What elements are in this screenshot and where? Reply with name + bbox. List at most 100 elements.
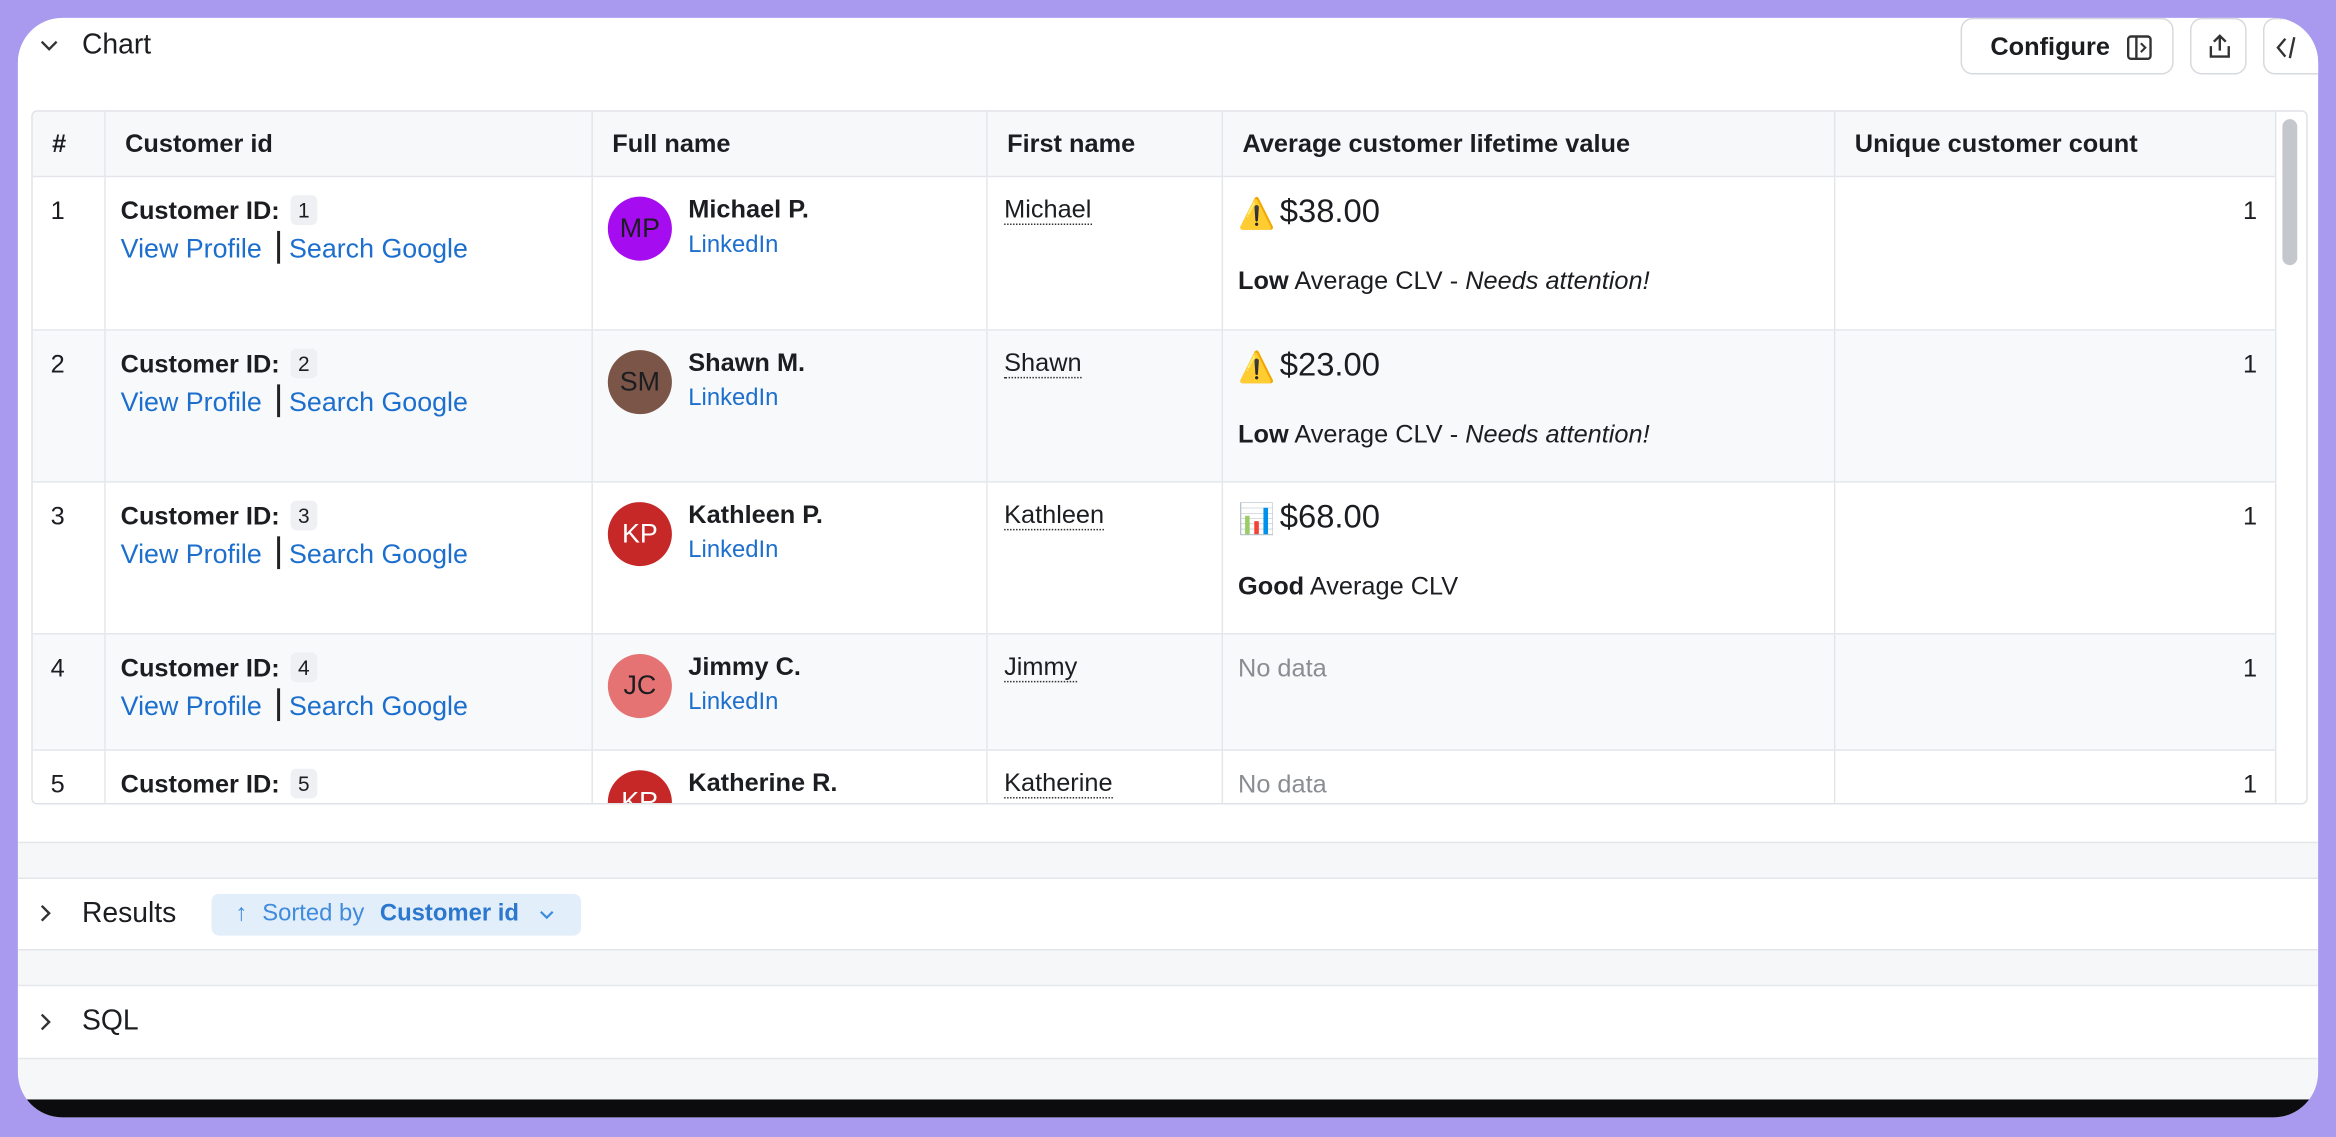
google-link[interactable]: Search Google bbox=[289, 691, 468, 722]
table-cell: KR Katherine R. bbox=[592, 750, 988, 804]
linkedin-link[interactable]: LinkedIn bbox=[688, 385, 779, 412]
no-data: No data bbox=[1238, 654, 1327, 683]
row-index: 5 bbox=[50, 770, 65, 799]
scrollbar-thumb bbox=[2282, 119, 2298, 266]
avatar-initials: SM bbox=[619, 366, 660, 397]
customer-name: Shawn M. bbox=[688, 348, 806, 377]
share-button[interactable] bbox=[2190, 17, 2247, 75]
header-label: Customer id bbox=[125, 129, 273, 158]
clv-note: Needs attention! bbox=[1465, 420, 1650, 449]
id-label: Customer ID: bbox=[120, 770, 280, 799]
id-badge: 1 bbox=[290, 195, 318, 225]
clv-rating: Low bbox=[1238, 420, 1289, 449]
table-cell: 4 bbox=[32, 634, 106, 751]
linkedin-link[interactable]: LinkedIn bbox=[688, 689, 779, 716]
column-header: Unique customer count bbox=[1835, 111, 2277, 178]
column-header: First name bbox=[987, 111, 1224, 178]
customer-count: 1 bbox=[2242, 770, 2258, 799]
profile-link[interactable]: View Profile bbox=[120, 387, 262, 418]
table-cell: 1 bbox=[1835, 750, 2277, 804]
profile-link[interactable]: View Profile bbox=[120, 691, 262, 722]
clv-dash: - bbox=[1449, 266, 1459, 295]
table-cell: 5 bbox=[32, 750, 106, 804]
link-separator bbox=[277, 688, 281, 722]
panel-icon bbox=[2126, 35, 2152, 61]
bottom-strip bbox=[17, 1099, 2319, 1118]
share-icon bbox=[2209, 34, 2230, 58]
table-cell: Customer ID: 3 View Profile Search Google bbox=[105, 482, 593, 635]
clv-dash: - bbox=[1449, 420, 1459, 449]
clv-amount: $23.00 bbox=[1279, 345, 1380, 383]
link-separator bbox=[277, 384, 281, 418]
section-title: Chart bbox=[81, 29, 152, 62]
collapse-chevron[interactable] bbox=[39, 36, 60, 57]
first-name[interactable]: Kathleen bbox=[1004, 500, 1105, 531]
configure-button[interactable]: Configure bbox=[1960, 17, 2174, 75]
sort-arrow: ↑ bbox=[235, 901, 248, 927]
link-separator bbox=[277, 536, 281, 570]
id-badge: 4 bbox=[290, 652, 318, 683]
first-name[interactable]: Shawn bbox=[1004, 348, 1082, 379]
id-label: Customer ID: bbox=[120, 502, 280, 531]
customer-count: 1 bbox=[2242, 502, 2258, 531]
results-bar[interactable]: Results ↑ Sorted by Customer id bbox=[17, 877, 2319, 951]
table-cell: Customer ID: 2 View Profile Search Google bbox=[105, 330, 593, 483]
sql-bar[interactable]: SQL bbox=[17, 984, 2319, 1060]
customer-count: 1 bbox=[2242, 654, 2258, 683]
table-cell: 3 bbox=[32, 482, 106, 635]
table-cell: Kathleen bbox=[987, 482, 1224, 635]
linkedin-link[interactable]: LinkedIn bbox=[688, 537, 779, 564]
table-cell: Jimmy bbox=[987, 634, 1224, 751]
section-title: SQL bbox=[81, 1005, 139, 1037]
clv-rating-text: Average CLV bbox=[1309, 572, 1459, 601]
panel: Chart Configure # Customer id Full name Fir… bbox=[17, 17, 2319, 1118]
google-link[interactable]: Search Google bbox=[289, 539, 468, 570]
header-label: # bbox=[52, 129, 67, 158]
linkedin-link[interactable]: LinkedIn bbox=[688, 232, 779, 258]
sort-prefix: Sorted by bbox=[262, 901, 365, 927]
first-name[interactable]: Jimmy bbox=[1004, 652, 1078, 683]
data-table: # Customer id Full name First name Average c… bbox=[31, 110, 2308, 805]
customer-name: Jimmy C. bbox=[688, 652, 801, 681]
table-cell: No data bbox=[1223, 750, 1836, 804]
first-name[interactable]: Michael bbox=[1004, 195, 1092, 225]
sort-badge[interactable]: ↑ Sorted by Customer id bbox=[211, 893, 582, 936]
avatar-initials: JC bbox=[623, 670, 657, 701]
avatar-initials: KP bbox=[621, 518, 658, 549]
clv-rating-line: Low Average CLV - Needs attention! bbox=[1238, 267, 1650, 297]
row-index: 2 bbox=[50, 350, 65, 379]
header-label: Full name bbox=[612, 129, 731, 158]
expand-chevron bbox=[40, 904, 51, 922]
id-badge: 5 bbox=[290, 768, 318, 799]
clv-rating: Low bbox=[1238, 266, 1289, 295]
customer-name: Kathleen P. bbox=[688, 500, 823, 529]
customer-name: Katherine R. bbox=[688, 768, 838, 798]
table-cell: Michael bbox=[987, 177, 1224, 331]
customer-name: Michael P. bbox=[688, 195, 809, 224]
column-header: Average customer lifetime value bbox=[1223, 111, 1836, 178]
clv-icon: ⚠️ bbox=[1238, 351, 1276, 385]
google-link[interactable]: Search Google bbox=[289, 387, 468, 418]
first-name[interactable]: Katherine bbox=[1004, 768, 1113, 799]
table-cell: ⚠️ $38.00 Low Average CLV - Needs attentio… bbox=[1223, 177, 1836, 331]
id-label: Customer ID: bbox=[120, 350, 280, 379]
header-label: Average customer lifetime value bbox=[1242, 129, 1631, 158]
table-cell: 1 bbox=[1835, 482, 2277, 635]
clv-rating: Good bbox=[1238, 572, 1305, 601]
column-header: Customer id bbox=[105, 111, 593, 178]
column-header: Full name bbox=[592, 111, 988, 178]
table-cell: 1 bbox=[1835, 330, 2277, 483]
profile-link[interactable]: View Profile bbox=[120, 233, 262, 264]
section-title: Results bbox=[81, 898, 177, 930]
google-link[interactable]: Search Google bbox=[289, 233, 468, 264]
id-badge: 3 bbox=[290, 500, 318, 531]
profile-link[interactable]: View Profile bbox=[120, 539, 262, 570]
clv-note: Needs attention! bbox=[1465, 266, 1650, 295]
table-cell: 📊 $68.00 Good Average CLV bbox=[1223, 482, 1836, 635]
expand-chevron bbox=[40, 1013, 51, 1031]
code-button[interactable] bbox=[2263, 17, 2319, 75]
table-cell: Customer ID: 4 View Profile Search Google bbox=[105, 634, 593, 751]
row-index: 1 bbox=[50, 196, 65, 225]
avatar-initials: MP bbox=[619, 213, 660, 243]
